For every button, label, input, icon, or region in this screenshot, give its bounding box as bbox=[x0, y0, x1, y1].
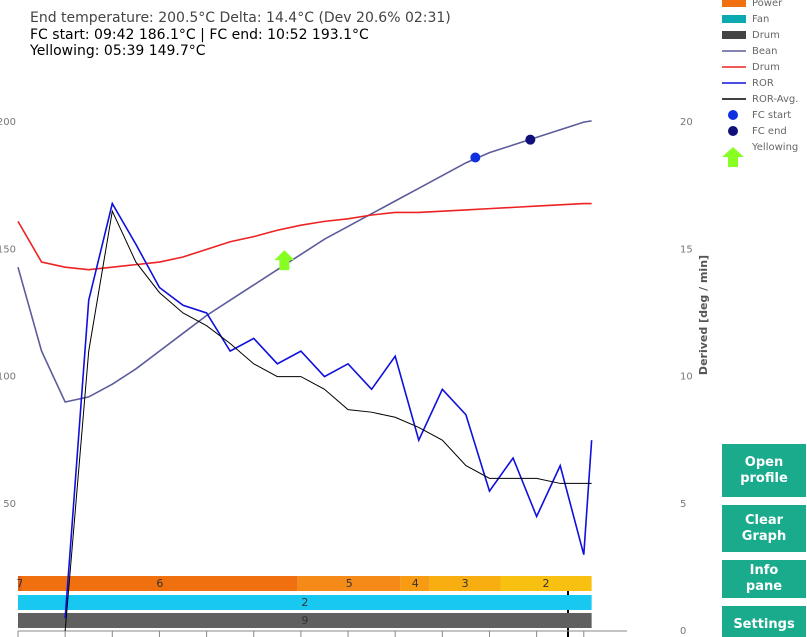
button[interactable]: Open profile bbox=[722, 444, 806, 497]
series-line bbox=[64, 209, 592, 632]
legend-swatch bbox=[722, 31, 746, 39]
y2-tick-label: 0 bbox=[680, 626, 686, 637]
y2-axis-label: Derived [deg / min] bbox=[697, 255, 710, 375]
y-tick-label: 150 bbox=[0, 244, 16, 255]
legend-swatch bbox=[722, 15, 746, 23]
control-segment bbox=[400, 576, 430, 591]
button[interactable]: Info pane bbox=[722, 560, 806, 598]
control-label: 4 bbox=[412, 577, 419, 590]
button[interactable]: Settings bbox=[722, 606, 806, 637]
control-segment bbox=[297, 576, 401, 591]
legend-label: Drum bbox=[752, 30, 780, 41]
event-marker bbox=[525, 134, 536, 145]
y-tick-label: 200 bbox=[0, 117, 16, 128]
legend-label: ROR-Avg. bbox=[752, 94, 798, 105]
control-label: 6 bbox=[156, 577, 163, 590]
y-tick-label: 100 bbox=[0, 372, 16, 383]
event-marker bbox=[470, 152, 481, 163]
control-segment bbox=[21, 576, 298, 591]
series-line bbox=[64, 201, 593, 619]
legend-label: Bean bbox=[752, 46, 777, 57]
legend-label: Drum bbox=[752, 62, 780, 73]
legend-label: Power bbox=[752, 0, 783, 9]
legend-label: ROR bbox=[752, 78, 774, 89]
legend-label: Yellowing bbox=[751, 142, 798, 153]
event-marker bbox=[274, 250, 295, 271]
y2-tick-label: 15 bbox=[680, 244, 693, 255]
control-segment bbox=[18, 613, 592, 628]
control-label: 2 bbox=[301, 596, 308, 609]
y2-tick-label: 10 bbox=[680, 372, 693, 383]
control-segment bbox=[18, 576, 22, 591]
legend-label: FC end bbox=[752, 126, 787, 137]
legend-swatch bbox=[722, 0, 746, 7]
control-segment bbox=[429, 576, 501, 591]
series-line bbox=[17, 202, 592, 271]
header-line: FC start: 09:42 186.1°C | FC end: 10:52 … bbox=[30, 27, 369, 43]
legend-label: Fan bbox=[752, 14, 769, 25]
y2-tick-label: 5 bbox=[680, 499, 686, 510]
control-label: 7 bbox=[16, 577, 23, 590]
header-line: End temperature: 200.5°C Delta: 14.4°C (… bbox=[30, 10, 451, 26]
control-label: 9 bbox=[301, 614, 308, 627]
button[interactable]: Clear Graph bbox=[722, 505, 806, 552]
series-line bbox=[17, 120, 592, 403]
legend-swatch bbox=[728, 126, 738, 136]
legend-label: FC start bbox=[752, 110, 791, 121]
control-label: 2 bbox=[543, 577, 550, 590]
control-label: 5 bbox=[346, 577, 353, 590]
control-segment bbox=[500, 576, 592, 591]
y2-tick-label: 20 bbox=[680, 117, 693, 128]
legend-swatch bbox=[728, 110, 738, 120]
control-segment bbox=[18, 595, 592, 610]
header-line: Yellowing: 05:39 149.7°C bbox=[29, 43, 206, 59]
legend-swatch bbox=[722, 147, 744, 167]
control-label: 3 bbox=[462, 577, 469, 590]
y-tick-label: 50 bbox=[3, 499, 16, 510]
